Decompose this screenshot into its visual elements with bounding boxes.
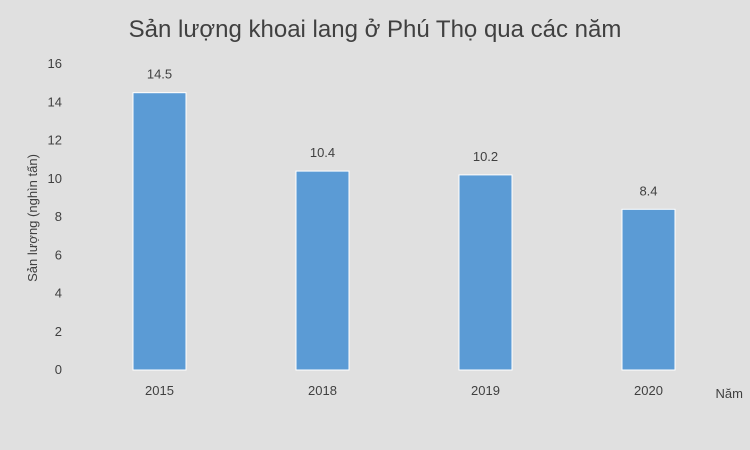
bar-2018	[295, 170, 350, 371]
bar-2020	[621, 208, 676, 371]
bar-2015	[132, 92, 187, 371]
bar-2019	[458, 174, 513, 371]
y-tick-label: 6	[55, 247, 62, 262]
data-labels-group: 14.5 10.4 10.2 8.4	[147, 67, 658, 199]
x-tick-label-2019: 2019	[471, 383, 500, 398]
chart-title: Sản lượng khoai lang ở Phú Thọ qua các n…	[129, 16, 622, 43]
y-tick-label: 12	[48, 133, 62, 148]
x-axis-label: Năm	[716, 386, 743, 401]
x-tick-label-2015: 2015	[145, 383, 174, 398]
y-axis-ticks: 0 2 4 6 8 10 12 14 16	[48, 56, 62, 377]
x-tick-label-2018: 2018	[308, 383, 337, 398]
y-tick-label: 8	[55, 209, 62, 224]
y-tick-label: 16	[48, 56, 62, 71]
y-tick-label: 4	[55, 286, 62, 301]
data-label-2018: 10.4	[310, 145, 335, 160]
data-label-2019: 10.2	[473, 149, 498, 164]
x-axis-ticks: 2015 2018 2019 2020	[145, 383, 663, 398]
y-tick-label: 0	[55, 362, 62, 377]
data-label-2020: 8.4	[639, 183, 657, 198]
y-axis-label: Sản lượng (nghìn tấn)	[25, 154, 40, 282]
x-tick-label-2020: 2020	[634, 383, 663, 398]
data-label-2015: 14.5	[147, 67, 172, 82]
bars-group	[132, 92, 676, 371]
y-tick-label: 2	[55, 324, 62, 339]
y-tick-label: 10	[48, 171, 62, 186]
y-tick-label: 14	[48, 94, 62, 109]
